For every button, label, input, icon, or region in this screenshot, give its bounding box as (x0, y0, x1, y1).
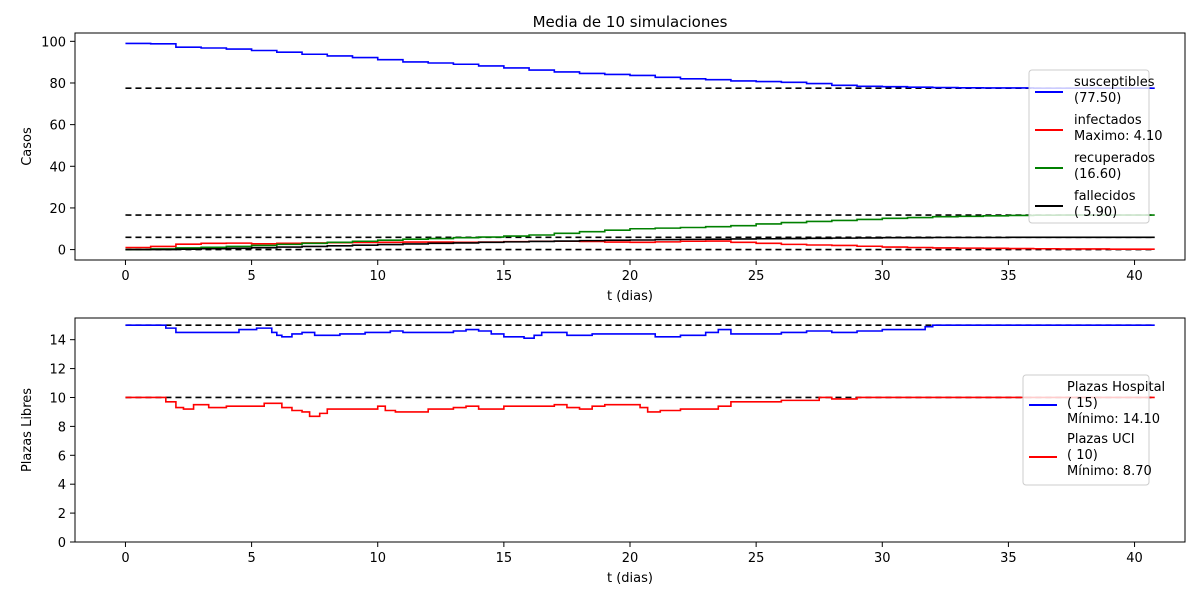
beds-y-tick-label: 4 (58, 478, 66, 493)
cases-x-tick-label: 15 (496, 269, 513, 284)
cases-x-tick-label: 35 (1000, 269, 1017, 284)
beds-y-tick-label: 0 (58, 536, 66, 551)
beds-y-tick-label: 12 (49, 363, 66, 378)
cases-x-tick-label: 10 (369, 269, 386, 284)
chart-title: Media de 10 simulaciones (533, 13, 728, 31)
beds-panel: 0 5 10 15 20 25 30 35 40 0 2 4 6 8 10 12 14 t (dias) Pla… (20, 317, 1186, 586)
cases-y-axis-label: Casos (20, 127, 35, 166)
beds-y-tick-label: 6 (58, 449, 66, 464)
cases-x-tick-label: 25 (748, 269, 765, 284)
beds-x-tick-label: 5 (247, 551, 255, 566)
beds-axes-frame (74, 317, 1186, 543)
beds-x-tick-label: 10 (369, 551, 386, 566)
beds-y-axis-label: Plazas Libres (20, 388, 35, 472)
legend-recuperados-label: recuperados (16.60) (1074, 151, 1155, 182)
beds-y-tick-label: 2 (58, 507, 66, 522)
legend-plazas-uci-label: Plazas UCI( 10) Mínimo: 8.70 (1067, 432, 1152, 479)
beds-x-tick-label: 0 (121, 551, 129, 566)
legend-infectados-label: infectados Maximo: 4.10 (1074, 113, 1163, 144)
beds-x-tick-label: 35 (1000, 551, 1017, 566)
cases-x-axis-label: t (dias) (607, 289, 653, 304)
cases-y-tick-label: 20 (49, 202, 66, 217)
beds-x-tick-label: 40 (1126, 551, 1143, 566)
cases-legend-box (1028, 69, 1150, 224)
cases-x-tick-label: 40 (1126, 269, 1143, 284)
legend-plazas-hospital-label: Plazas Hospital( 15) Mínimo: 14.10 (1067, 380, 1165, 427)
cases-panel: Media de 10 simulaciones 0 5 10 15 20 25 30 35 4… (20, 13, 1186, 304)
series-susceptibles-line (125, 42, 1155, 89)
cases-x-tick-label: 20 (622, 269, 639, 284)
beds-x-tick-label: 20 (622, 551, 639, 566)
legend-fallecidos-label: fallecidos( 5.90) (1074, 189, 1136, 220)
beds-y-tick-label: 8 (58, 420, 66, 435)
series-recuperados-line (125, 214, 1155, 251)
beds-x-tick-label: 30 (874, 551, 891, 566)
cases-y-tick-label: 40 (49, 160, 66, 175)
beds-x-tick-label: 15 (496, 551, 513, 566)
cases-axes-frame (74, 32, 1186, 261)
cases-y-tick-label: 100 (41, 35, 66, 50)
cases-y-tick-label: 60 (49, 119, 66, 134)
cases-x-tick-label: 30 (874, 269, 891, 284)
legend-susceptibles-label: susceptibles (77.50) (1074, 75, 1155, 106)
beds-legend: Plazas Hospital( 15) Mínimo: 14.10 Plazas … (1022, 374, 1165, 486)
cases-x-tick-label: 5 (247, 269, 255, 284)
cases-y-tick-label: 0 (58, 244, 66, 259)
series-infectados-line (125, 240, 1155, 250)
series-plazas-hospital-line (125, 324, 1155, 340)
beds-y-tick-label: 10 (49, 391, 66, 406)
cases-legend: susceptibles (77.50) infectados Maximo: 4.1… (1028, 69, 1163, 224)
cases-y-tick-label: 80 (49, 77, 66, 92)
beds-y-tick-label: 14 (49, 334, 66, 349)
series-fallecidos-line (125, 236, 1155, 251)
beds-x-axis-label: t (dias) (607, 571, 653, 586)
cases-x-tick-label: 0 (121, 269, 129, 284)
series-plazas-uci-line (125, 396, 1155, 418)
beds-x-tick-label: 25 (748, 551, 765, 566)
